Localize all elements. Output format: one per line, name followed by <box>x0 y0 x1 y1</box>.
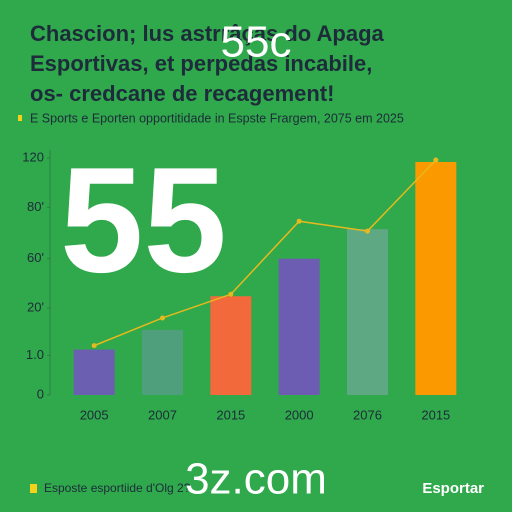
x-tick-label: 2005 <box>80 407 109 422</box>
y-tick-label: 120 <box>22 149 44 164</box>
big-number: 55 <box>60 136 227 304</box>
footer-bullet <box>30 484 37 493</box>
footer-text: Esposte esportiide d'Olg 2? <box>44 481 191 495</box>
bar <box>278 258 320 395</box>
bar <box>142 329 183 395</box>
trend-point <box>433 157 439 163</box>
trend-point <box>91 343 97 349</box>
watermark: 55c <box>221 18 292 67</box>
bar <box>415 161 457 395</box>
y-tick-label: 80' <box>27 199 44 214</box>
x-tick-label: 2015 <box>216 407 245 422</box>
plot: 0 1.0 20' 60' 80' 120 2005 2007 2015 2000 2076 2015 <box>22 149 457 422</box>
chart-title: os- credcane de recagement! <box>30 81 334 106</box>
y-tick-label: 1.0 <box>26 347 44 362</box>
bar <box>73 349 115 395</box>
y-tick-label: 20' <box>27 300 44 315</box>
trend-point <box>296 218 302 224</box>
x-tick-label: 2076 <box>353 407 382 422</box>
x-tick-label: 2015 <box>421 407 450 422</box>
x-tick-label: 2000 <box>285 407 314 422</box>
watermark: 3z.com <box>185 455 327 504</box>
trend-point <box>160 315 165 321</box>
chart-title: Esportivas, et perpedas incabile, <box>30 51 372 76</box>
trend-point <box>228 291 234 297</box>
footer-brand: Esportar <box>422 480 484 497</box>
y-tick-label: 0 <box>37 386 44 401</box>
y-tick-label: 60' <box>27 250 44 265</box>
bar <box>347 229 388 395</box>
trend-point <box>365 228 370 234</box>
subtitle-bullet <box>18 115 22 121</box>
x-tick-label: 2007 <box>148 407 177 422</box>
trend-line <box>93 159 437 347</box>
chart-title: Chascion; lus astrrâças do Apaga <box>30 21 385 46</box>
subtitle: E Sports e Eporten opportitidade in Esps… <box>30 111 404 125</box>
bar <box>210 296 252 395</box>
